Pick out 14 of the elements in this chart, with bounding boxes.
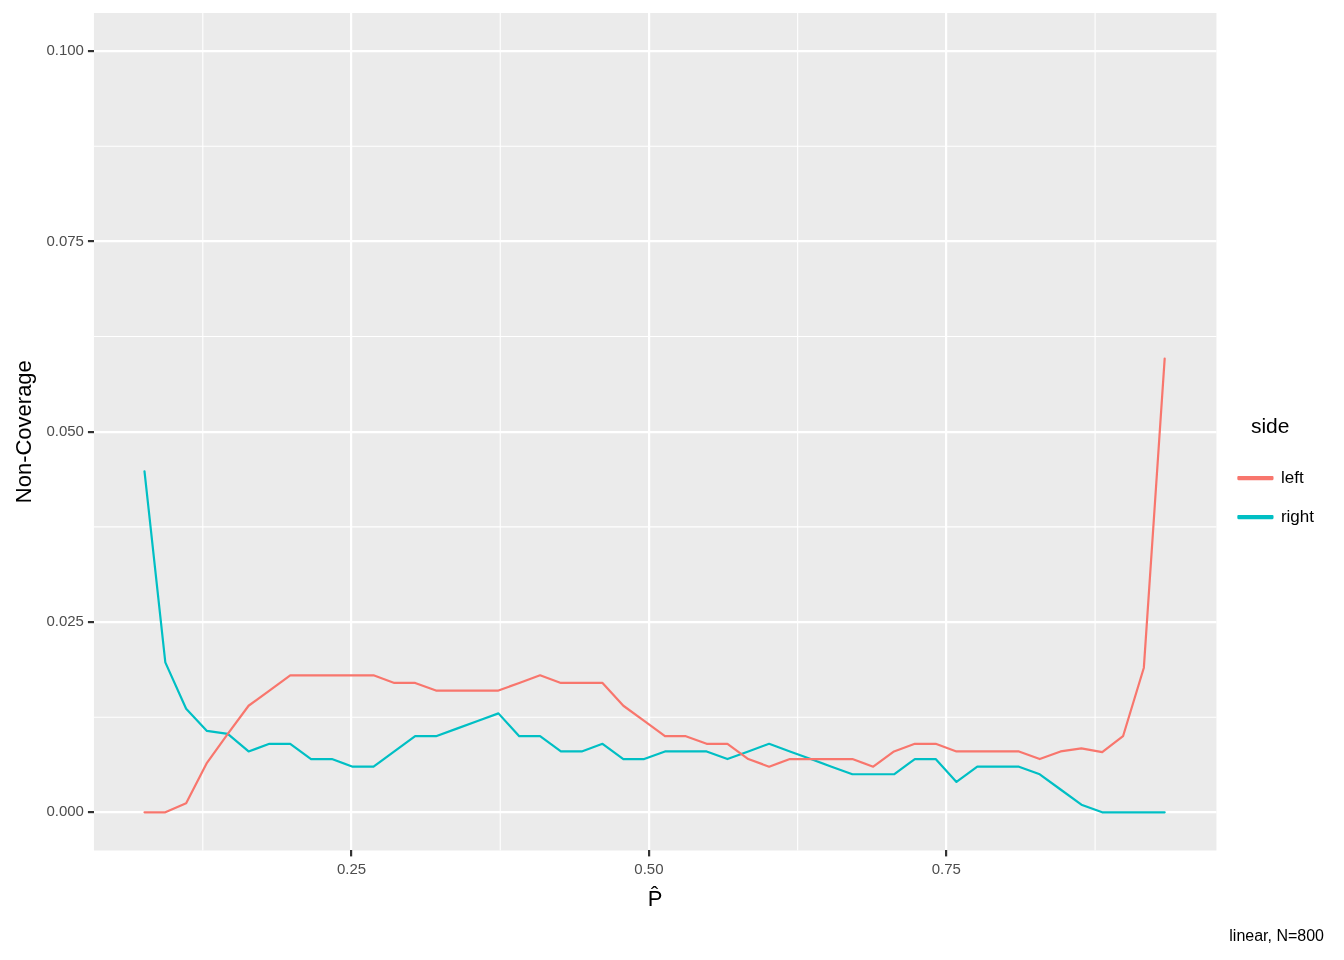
y-tick-label: 0.100 [46, 41, 84, 59]
legend-title: side [1250, 413, 1290, 437]
y-tick-label: 0.050 [46, 421, 84, 439]
y-axis-title: Non-Coverage [11, 360, 37, 504]
x-axis-title: P̂ [647, 885, 663, 911]
text: linear, N=800 [1229, 926, 1325, 944]
legend-label: left [1280, 467, 1304, 487]
x-tick-label: 0.50 [634, 859, 664, 877]
x-tick-label: 0.75 [931, 859, 961, 877]
y-tick-label: 0.025 [46, 612, 84, 630]
x-tick-label: 0.25 [336, 859, 367, 877]
legend-label: right [1280, 506, 1315, 526]
y-tick-label: 0.075 [46, 231, 84, 249]
y-tick-label: 0.000 [46, 802, 84, 820]
